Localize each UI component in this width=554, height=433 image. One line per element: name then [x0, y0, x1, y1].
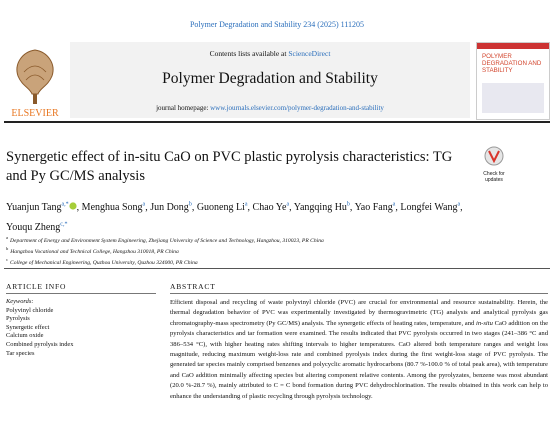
affiliation-text: Hangzhou Vocational and Technical Colleg… — [10, 248, 179, 255]
author-affiliation: a — [286, 202, 290, 208]
orcid-icon[interactable] — [69, 202, 77, 210]
author-affiliation: c,* — [60, 221, 68, 228]
author-name: Youqu Zheng — [6, 221, 61, 233]
author-affiliation: a — [142, 202, 146, 208]
homepage-line: journal homepage: www.journals.elsevier.… — [70, 104, 470, 112]
publisher-logo: ELSEVIER — [4, 42, 66, 119]
author: Jun Dongb, — [150, 202, 194, 213]
keyword-list: Keywords: Polyvinyl chloride Pyrolysis Syn… — [6, 298, 156, 358]
homepage-label: journal homepage: — [156, 104, 211, 112]
abstract-text: Efficient disposal and recycling of wast… — [170, 298, 548, 402]
affiliation-text: College of Mechanical Engineering, Quzho… — [10, 259, 198, 266]
keyword: Polyvinyl chloride — [6, 306, 54, 314]
journal-cover[interactable]: POLYMER DEGRADATION AND STABILITY — [476, 42, 550, 120]
keyword: Combined pyrolysis index — [6, 340, 74, 348]
author-affiliation: a,* — [61, 202, 69, 208]
affiliation-label: a — [6, 235, 8, 240]
contents-line: Contents lists available at ScienceDirec… — [70, 49, 470, 58]
author-list: Yuanjun Tanga,*, Menghua Songa, Jun Dong… — [6, 197, 476, 236]
author-name: Chao Ye — [252, 202, 287, 214]
abstract-heading: ABSTRACT — [170, 282, 216, 291]
author-separator: , — [395, 202, 398, 214]
abstract-part: Efficient disposal and recycling of wast… — [170, 299, 548, 327]
author-name: Jun Dong — [150, 202, 189, 214]
author-separator: , — [349, 202, 353, 214]
author: Yangqing Hub, — [294, 202, 353, 213]
badge-icon — [484, 146, 504, 166]
contents-text: Contents lists available at — [209, 49, 289, 58]
author: Youqu Zhengc,* — [6, 221, 68, 233]
author-affiliation: a — [244, 202, 248, 208]
section-rule — [4, 268, 550, 269]
author: Chao Yea, — [253, 202, 292, 213]
affiliation-text: Department of Energy and Environment Sys… — [10, 237, 324, 244]
contents-link[interactable]: ScienceDirect — [288, 49, 331, 58]
affiliation-label: c — [6, 257, 8, 263]
author-name: Longfei Wang — [400, 202, 458, 214]
author-name: Yangqing Hu — [293, 202, 347, 214]
author-separator: , — [145, 202, 148, 214]
author-name: Guoneng Li — [196, 202, 245, 214]
article-info-heading: ARTICLE INFO — [6, 282, 67, 291]
abstract-part: CaO addition on the pyrolysis characteri… — [170, 319, 548, 400]
author-name: Yao Fang — [354, 202, 393, 214]
keyword: Pyrolysis — [6, 315, 30, 323]
cover-band — [477, 43, 549, 49]
affiliation: cCollege of Mechanical Engineering, Quzh… — [6, 256, 546, 267]
keywords-label: Keywords: — [6, 298, 34, 305]
cover-title: POLYMER DEGRADATION AND STABILITY — [482, 53, 542, 74]
author: Menghua Songa, — [82, 202, 148, 213]
publisher-name: ELSEVIER — [11, 108, 59, 119]
affiliation: bHangzhou Vocational and Technical Colle… — [6, 245, 546, 256]
badge-text: Check for updates — [483, 171, 505, 183]
author: Yuanjun Tanga,*, — [6, 202, 79, 213]
author: Longfei Wanga, — [400, 202, 462, 213]
keyword: Tar species — [6, 349, 35, 357]
affiliation: aDepartment of Energy and Environment Sy… — [6, 234, 546, 245]
journal-banner: Contents lists available at ScienceDirec… — [70, 42, 470, 118]
author-separator: , — [191, 202, 195, 214]
author-affiliation: a — [392, 202, 396, 208]
author-name: Menghua Song — [81, 202, 143, 214]
abstract-part: in-situ — [476, 319, 493, 327]
affiliation-label: b — [6, 246, 9, 252]
author-separator: , — [247, 202, 251, 214]
author-separator: , — [289, 202, 292, 214]
cover-graphic — [482, 83, 544, 113]
author-separator: , — [76, 202, 80, 214]
affiliation-list: aDepartment of Energy and Environment Sy… — [6, 234, 546, 267]
author-separator: , — [460, 202, 463, 214]
journal-name: Polymer Degradation and Stability — [162, 70, 378, 87]
article-title: Synergetic effect of in-situ CaO on PVC … — [6, 149, 453, 184]
heading-rule — [6, 293, 156, 294]
author-affiliation: b — [188, 202, 192, 208]
author: Guoneng Lia, — [197, 202, 250, 213]
keyword: Synergetic effect — [6, 323, 50, 331]
homepage-link[interactable]: www.journals.elsevier.com/polymer-degrad… — [210, 104, 384, 112]
header-rule — [4, 121, 550, 123]
author: Yao Fanga, — [355, 202, 398, 213]
citation[interactable]: Polymer Degradation and Stability 234 (2… — [189, 20, 365, 29]
author-affiliation: a — [457, 202, 461, 208]
heading-rule — [170, 293, 548, 294]
keyword: Calcium oxide — [6, 332, 44, 340]
author-affiliation: b — [346, 202, 350, 208]
check-updates-badge[interactable]: Check for updates — [478, 146, 510, 183]
author-name: Yuanjun Tang — [6, 202, 62, 214]
